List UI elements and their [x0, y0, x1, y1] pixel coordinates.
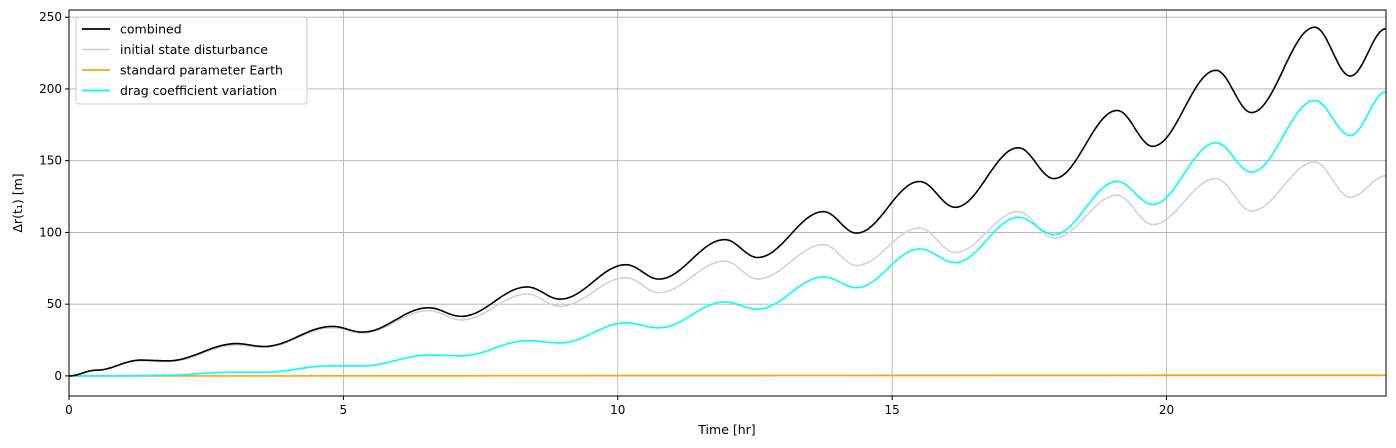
- y-axis-label: Δr(t₁) [m]: [10, 173, 25, 232]
- x-tick-label: 20: [1159, 403, 1174, 417]
- plot-frame: [68, 9, 1387, 397]
- legend-label: drag coefficient variation: [120, 83, 277, 98]
- y-tick-label: 100: [39, 225, 62, 239]
- series-line-standard-parameter-earth: [69, 374, 1386, 377]
- series-line-drag-coefficient-variation: [69, 91, 1387, 377]
- legend: combined initial state disturbance standar…: [75, 16, 308, 105]
- series-lines: [69, 26, 1387, 377]
- series-line-initial-state-disturbance: [69, 161, 1387, 377]
- legend-box: [75, 16, 308, 105]
- x-tick-label: 0: [65, 403, 73, 417]
- y-tick-label: 250: [39, 10, 62, 24]
- y-tick-label: 200: [39, 82, 62, 96]
- x-tick-label: 5: [340, 403, 348, 417]
- y-tick-label: 50: [47, 297, 62, 311]
- x-tick-label: 15: [884, 403, 899, 417]
- x-axis-label: Time [hr]: [697, 422, 755, 437]
- y-tick-label: 150: [39, 154, 62, 168]
- y-tick-label: 0: [54, 369, 62, 383]
- legend-label: standard parameter Earth: [120, 63, 283, 78]
- x-tick-label: 10: [610, 403, 625, 417]
- legend-label: combined: [120, 22, 182, 37]
- series-line-combined: [69, 26, 1387, 377]
- legend-label: initial state disturbance: [120, 42, 268, 57]
